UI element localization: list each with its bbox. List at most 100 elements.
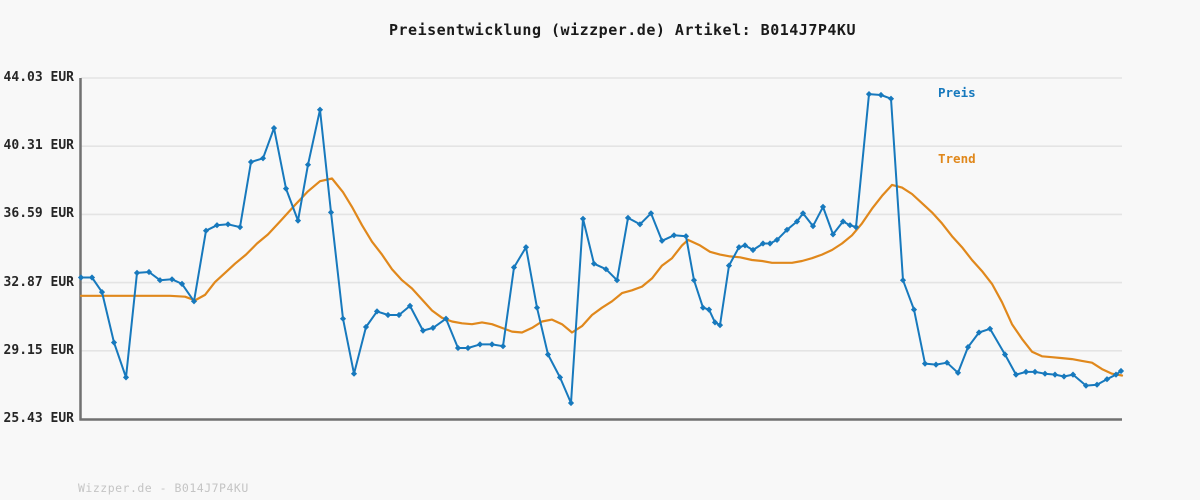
preis-marker [362,323,370,331]
preis-marker [373,308,381,315]
preis-marker [711,319,719,326]
preis-marker [759,240,767,247]
preis-marker [304,161,312,168]
y-axis-tick-label: 32.87 EUR [3,275,74,290]
preis-marker [236,224,244,231]
preis-marker [783,226,791,233]
y-axis-tick-label: 44.03 EUR [3,70,74,85]
preis-marker [1012,371,1020,378]
preis-marker [799,210,807,217]
preis-marker [749,246,757,254]
preis-marker [735,244,743,251]
preis-marker [419,327,427,334]
preis-marker [499,343,507,350]
preis-marker [145,268,153,276]
preis-marker [1093,381,1101,388]
preis-marker [986,325,994,332]
preis-marker [77,274,85,281]
preis-marker [690,277,698,284]
preis-marker [122,374,130,381]
preis-marker [910,306,918,313]
preis-marker [533,304,541,311]
y-axis-tick-label: 40.31 EUR [3,138,74,153]
preis-marker [1022,368,1030,375]
preis-marker [865,91,873,98]
preis-marker [921,360,929,367]
preis-marker [213,222,221,229]
preis-marker [725,262,733,269]
preis-marker [975,329,983,336]
preis-marker [932,361,940,368]
preis-marker [579,215,587,222]
trend-line [79,177,1124,377]
preis-marker [846,222,854,229]
preis-marker [852,224,860,231]
preis-marker [395,311,403,319]
preis-marker [110,339,118,346]
preis-marker [793,218,801,225]
preis-marker [766,240,774,247]
preis-marker [133,269,141,276]
preis-marker [384,311,392,319]
preis-marker [829,231,837,238]
preis-marker [224,221,232,228]
preis-marker [705,306,713,313]
preis-marker [1031,368,1039,375]
chart-legend: Preis Trend [938,38,976,192]
legend-preis-label: Preis [938,85,976,100]
preis-marker [943,359,951,366]
preis-marker [1051,371,1059,378]
preis-marker [877,91,885,99]
preis-marker [567,399,575,407]
preis-marker [1001,351,1009,358]
preis-marker [839,218,847,225]
preis-marker [682,233,690,240]
preis-marker [464,344,472,352]
preis-marker [636,221,644,228]
y-axis-tick-label: 25.43 EUR [3,411,74,426]
preis-marker [429,324,437,331]
preis-marker [819,203,827,210]
preis-marker [327,209,335,216]
preis-marker [316,106,324,113]
preis-marker [1117,367,1125,375]
preis-marker [699,304,707,311]
preis-marker [98,289,106,296]
preis-marker [350,370,358,377]
legend-trend-label: Trend [938,151,976,166]
preis-marker [1069,371,1077,378]
y-axis-tick-label: 36.59 EUR [3,206,74,221]
preis-marker [1041,370,1049,377]
watermark-text: Wizzper.de - B014J7P4KU [78,481,249,495]
preis-marker [954,369,962,376]
preis-marker [178,280,186,287]
preis-marker [247,158,255,166]
preis-marker [1060,373,1068,380]
preis-marker [658,237,666,244]
preis-marker [202,227,210,234]
preis-marker [442,315,450,322]
preis-marker [476,341,484,348]
preis-marker [488,341,496,348]
preis-marker [454,344,462,352]
preis-marker [259,155,267,162]
preis-marker [544,351,552,358]
preis-marker [339,315,347,322]
preis-marker [899,277,907,284]
preis-marker [613,277,621,284]
preis-marker [624,214,632,221]
preis-marker [270,125,278,132]
preis-marker [670,232,678,239]
preis-marker [522,244,530,251]
preis-marker [887,95,895,102]
preis-marker [964,344,972,351]
preis-marker [741,242,749,249]
preis-marker [282,185,290,192]
y-axis-tick-label: 29.15 EUR [3,343,74,358]
preis-marker [168,276,176,283]
preis-marker [1082,382,1090,389]
preis-marker [156,277,164,284]
preis-marker [510,264,518,271]
preis-marker [602,266,610,273]
